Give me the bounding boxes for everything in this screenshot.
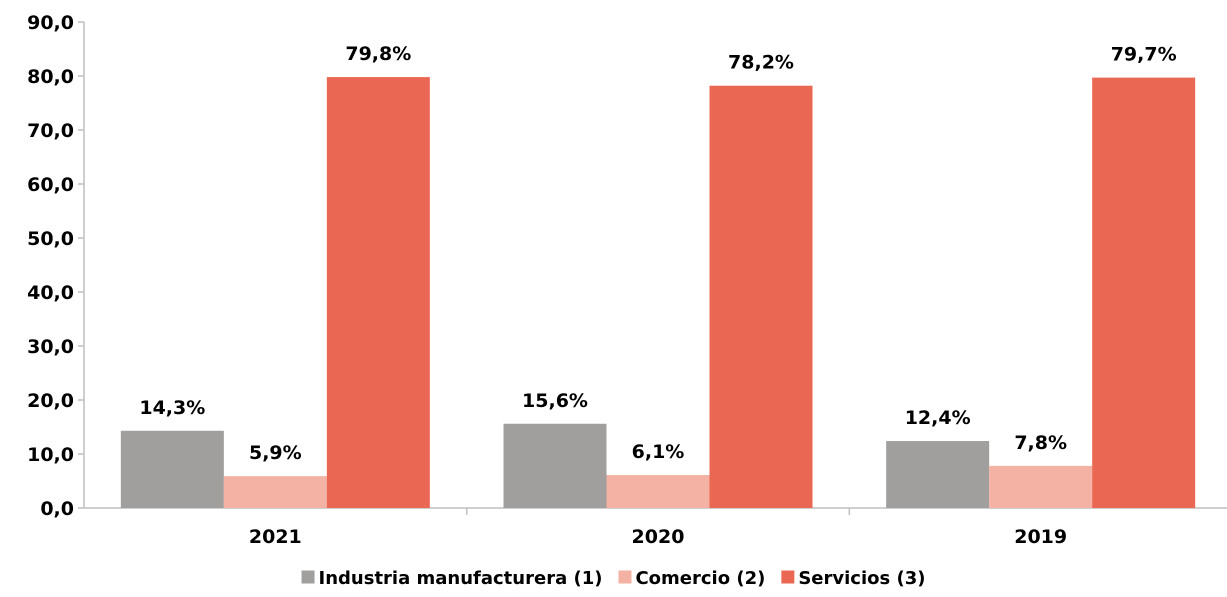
data-label: 14,3% <box>139 397 205 419</box>
y-tick-label: 20,0 <box>27 390 74 412</box>
bar <box>1092 77 1196 509</box>
category-labels: 2021 2020 2019 <box>249 508 1067 548</box>
y-tick-label: 70,0 <box>27 120 74 142</box>
legend-swatch <box>301 570 315 584</box>
y-tick-label: 60,0 <box>27 174 74 196</box>
bar <box>989 465 1093 508</box>
y-tick-label: 10,0 <box>27 444 74 466</box>
bar <box>223 476 327 508</box>
category-label: 2021 <box>249 526 302 548</box>
y-axis-ticks: 0,0 10,0 20,0 30,0 40,0 50,0 60,0 70,0 80,0 90,0 <box>27 12 84 520</box>
data-label: 12,4% <box>905 407 971 429</box>
data-label: 15,6% <box>522 390 588 412</box>
data-label: 79,8% <box>345 43 411 65</box>
bar <box>326 77 430 508</box>
y-tick-label: 50,0 <box>27 228 74 250</box>
bar <box>709 85 813 508</box>
y-tick-label: 90,0 <box>27 12 74 34</box>
bar <box>503 423 607 508</box>
data-label: 5,9% <box>249 442 302 464</box>
legend-label: Comercio (2) <box>635 568 765 589</box>
y-tick-label: 0,0 <box>40 498 74 520</box>
legend-swatch <box>781 570 795 584</box>
legend-label: Industria manufacturera (1) <box>319 568 603 589</box>
y-tick-label: 80,0 <box>27 66 74 88</box>
legend: Industria manufacturera (1) Comercio (2) S… <box>301 568 925 589</box>
y-tick-label: 30,0 <box>27 336 74 358</box>
category-label: 2020 <box>632 526 685 548</box>
data-labels: 14,3% 5,9% 79,8% 15,6% 6,1% 78,2% 12,4% 7,8% 79,… <box>139 43 1176 464</box>
data-label: 6,1% <box>632 441 685 463</box>
bar <box>606 475 710 508</box>
y-tick-label: 40,0 <box>27 282 74 304</box>
bars <box>120 77 1196 509</box>
bar <box>886 441 990 508</box>
category-label: 2019 <box>1014 526 1067 548</box>
bar <box>120 430 224 508</box>
data-label: 79,7% <box>1111 44 1177 66</box>
legend-swatch <box>618 570 632 584</box>
data-label: 7,8% <box>1014 432 1067 454</box>
data-label: 78,2% <box>728 52 794 74</box>
legend-label: Servicios (3) <box>798 568 925 589</box>
